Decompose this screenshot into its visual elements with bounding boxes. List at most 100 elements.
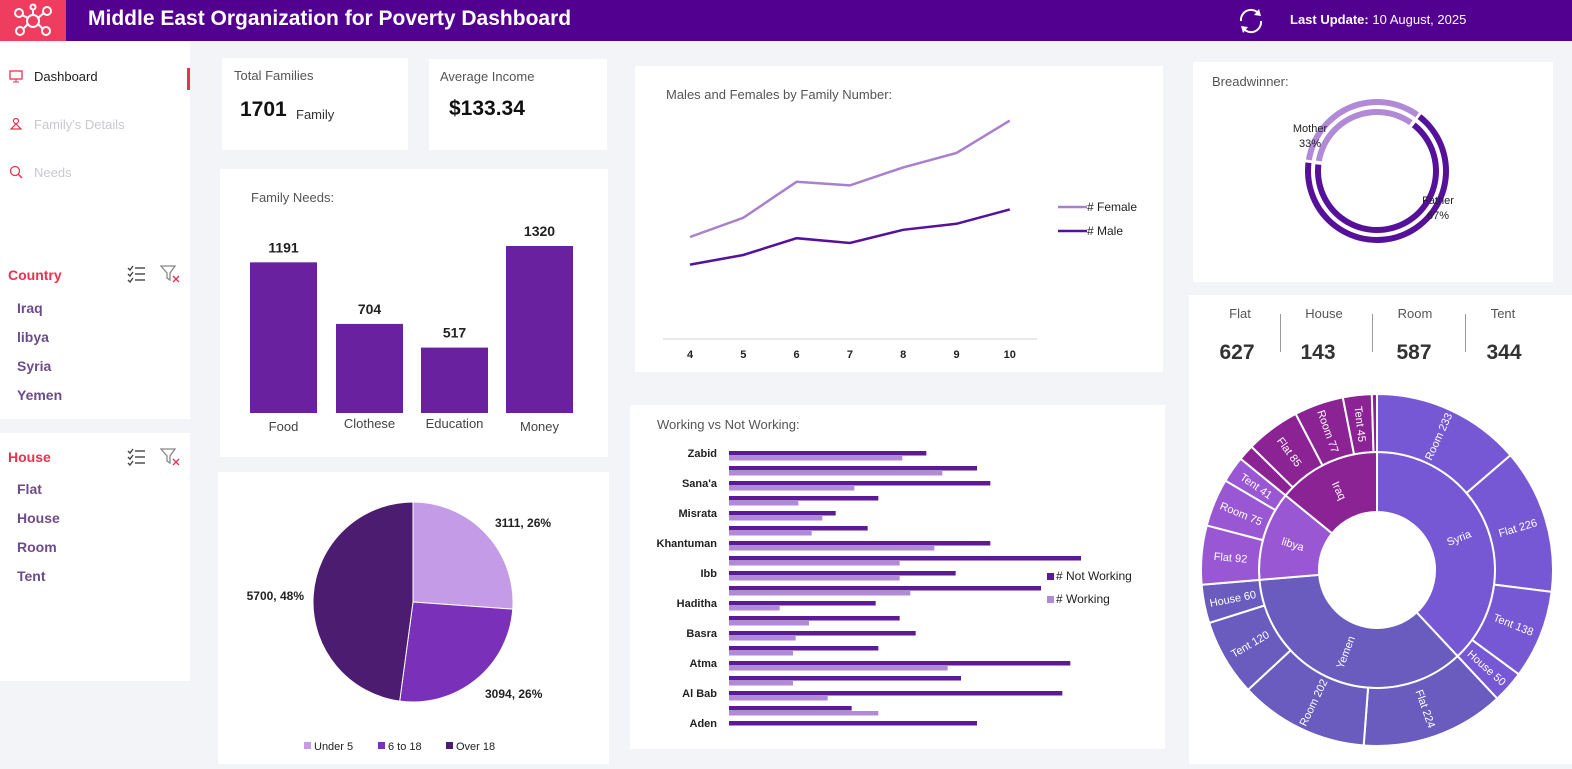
work-bar-not-working [729,706,852,711]
multi-select-icon[interactable] [126,265,146,283]
sidebar: Dashboard Family's Details Needs Country [0,41,190,681]
pie-data-label: 3094, 26% [485,687,543,701]
work-bar-working [729,666,948,671]
filter-country-title: Country [8,267,62,283]
line-x-tick: 7 [847,349,853,361]
line-x-tick: 10 [1004,349,1016,361]
housing-divider [1372,314,1373,352]
sunburst-outer-label: Tent 45 [1351,405,1367,442]
last-update: Last Update: 10 August, 2025 [1290,12,1466,27]
clear-filter-icon[interactable] [160,265,180,283]
nav-item-dashboard[interactable]: Dashboard [8,68,98,84]
needs-bar [421,347,488,413]
filter-option-room[interactable]: Room [17,539,57,555]
work-category-label: Sana'a [682,478,718,490]
work-bar-not-working [729,691,1063,696]
pie-data-label: 3111, 26% [495,516,551,530]
working-title: Working vs Not Working: [657,417,800,432]
nav-label: Needs [34,164,72,180]
housing-label-tent: Tent [1490,306,1516,321]
housing-label-room: Room [1397,306,1433,321]
needs-bar [506,246,573,413]
housing-label-flat: Flat [1229,306,1251,321]
donut-label-name: Father [1422,195,1454,207]
work-category-label: Zabid [688,448,717,460]
work-bar-not-working [729,586,1041,591]
needs-bar [336,323,403,413]
work-bar-working [729,606,780,611]
breadwinner-title: Breadwinner: [1212,74,1289,89]
work-bar-working [729,591,911,596]
filter-option-yemen[interactable]: Yemen [17,387,63,403]
line-x-tick: 6 [794,349,800,361]
refresh-icon[interactable] [1234,4,1268,38]
work-bar-not-working [729,661,1071,666]
work-bar-not-working [729,646,879,651]
pie-legend-swatch [378,742,385,749]
logo [0,0,66,41]
clear-filter-icon[interactable] [160,448,180,466]
work-bar-working [729,546,935,551]
needs-bar [250,262,317,413]
search-people-icon [9,165,23,179]
breadwinner-card: Breadwinner: Mother 33% Father 67% [1193,62,1553,282]
gender-line-card: Males and Females by Family Number: 4 5 6 7… [635,66,1163,372]
housing-value-room: 587 [1396,341,1432,364]
work-bar-not-working [729,631,916,636]
pie-slice [412,501,514,610]
line-legend-label: # Female [1087,200,1137,214]
housing-divider [1465,314,1466,352]
work-category-label: Ibb [701,568,718,580]
sunburst-outer-label: Flat 92 [1213,551,1248,566]
filter-option-house[interactable]: House [17,510,60,526]
filter-country-controls [126,265,180,283]
kpi-average-income-value: $133.34 [449,97,525,120]
needs-data-label: 1191 [268,239,299,255]
work-bar-working [729,501,799,506]
work-legend-label: # Working [1056,592,1110,606]
work-bar-working [729,696,828,701]
filter-option-syria[interactable]: Syria [17,358,52,374]
family-needs-title: Family Needs: [251,190,334,205]
work-bar-not-working [729,481,991,486]
work-bar-working [729,636,796,641]
work-bar-working [729,681,793,686]
nav-item-needs[interactable]: Needs [8,164,72,180]
nav-item-family-details[interactable]: Family's Details [8,116,125,132]
sidebar-divider [0,419,190,433]
work-legend-swatch [1047,573,1054,580]
nav-label: Family's Details [34,116,125,132]
kpi-total-families-value: 1701 [240,98,287,121]
work-bar-working [729,621,809,626]
work-bar-not-working [729,451,927,456]
work-category-label: Basra [686,628,717,640]
kpi-total-families-unit: Family [296,107,335,122]
pie-legend-swatch [446,742,453,749]
family-needs-chart: Family Needs: 1191 Food 704 Clothese 517 Educ… [250,190,573,434]
filter-option-flat[interactable]: Flat [17,481,42,497]
housing-value-flat: 627 [1219,341,1255,364]
gender-line-title: Males and Females by Family Number: [666,87,892,102]
filter-option-tent[interactable]: Tent [17,568,46,584]
work-category-label: Al Bab [682,688,717,700]
breadwinner-donut-chart: Breadwinner: Mother 33% Father 67% [1212,74,1454,243]
work-bar-working [729,471,943,476]
needs-category-label: Food [269,419,299,434]
multi-select-icon[interactable] [126,448,146,466]
work-bar-not-working [729,526,868,531]
pie-slice [312,501,414,702]
filter-option-iraq[interactable]: Iraq [17,300,43,316]
work-category-label: Aden [690,718,718,730]
work-bar-not-working [729,721,977,726]
line-series [689,119,1011,239]
line-x-tick: 4 [687,349,694,361]
pie-legend-swatch [304,742,311,749]
work-bar-not-working [729,466,977,471]
work-bar-not-working [729,541,991,546]
filter-option-libya[interactable]: libya [17,329,49,345]
housing-value-tent: 344 [1486,341,1522,364]
donut-inner-arc [1315,109,1413,162]
filter-house-controls [126,448,180,466]
housing-label-house: House [1305,306,1343,321]
